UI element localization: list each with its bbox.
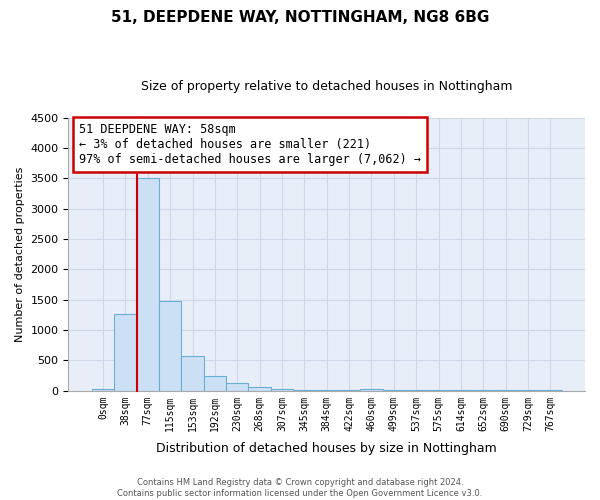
Bar [137, 178, 159, 391]
Bar [360, 389, 383, 391]
X-axis label: Distribution of detached houses by size in Nottingham: Distribution of detached houses by size … [157, 442, 497, 455]
Bar [383, 390, 405, 391]
Bar [92, 389, 114, 391]
Text: 51 DEEPDENE WAY: 58sqm
← 3% of detached houses are smaller (221)
97% of semi-det: 51 DEEPDENE WAY: 58sqm ← 3% of detached … [79, 123, 421, 166]
Bar [338, 390, 360, 391]
Text: 51, DEEPDENE WAY, NOTTINGHAM, NG8 6BG: 51, DEEPDENE WAY, NOTTINGHAM, NG8 6BG [111, 10, 489, 25]
Bar [316, 390, 338, 391]
Title: Size of property relative to detached houses in Nottingham: Size of property relative to detached ho… [141, 80, 512, 93]
Bar [181, 356, 204, 391]
Y-axis label: Number of detached properties: Number of detached properties [15, 166, 25, 342]
Text: Contains HM Land Registry data © Crown copyright and database right 2024.
Contai: Contains HM Land Registry data © Crown c… [118, 478, 482, 498]
Bar [293, 390, 316, 391]
Bar [159, 301, 181, 391]
Bar [271, 389, 293, 391]
Bar [226, 383, 248, 391]
Bar [204, 376, 226, 391]
Bar [114, 314, 137, 391]
Bar [248, 386, 271, 391]
